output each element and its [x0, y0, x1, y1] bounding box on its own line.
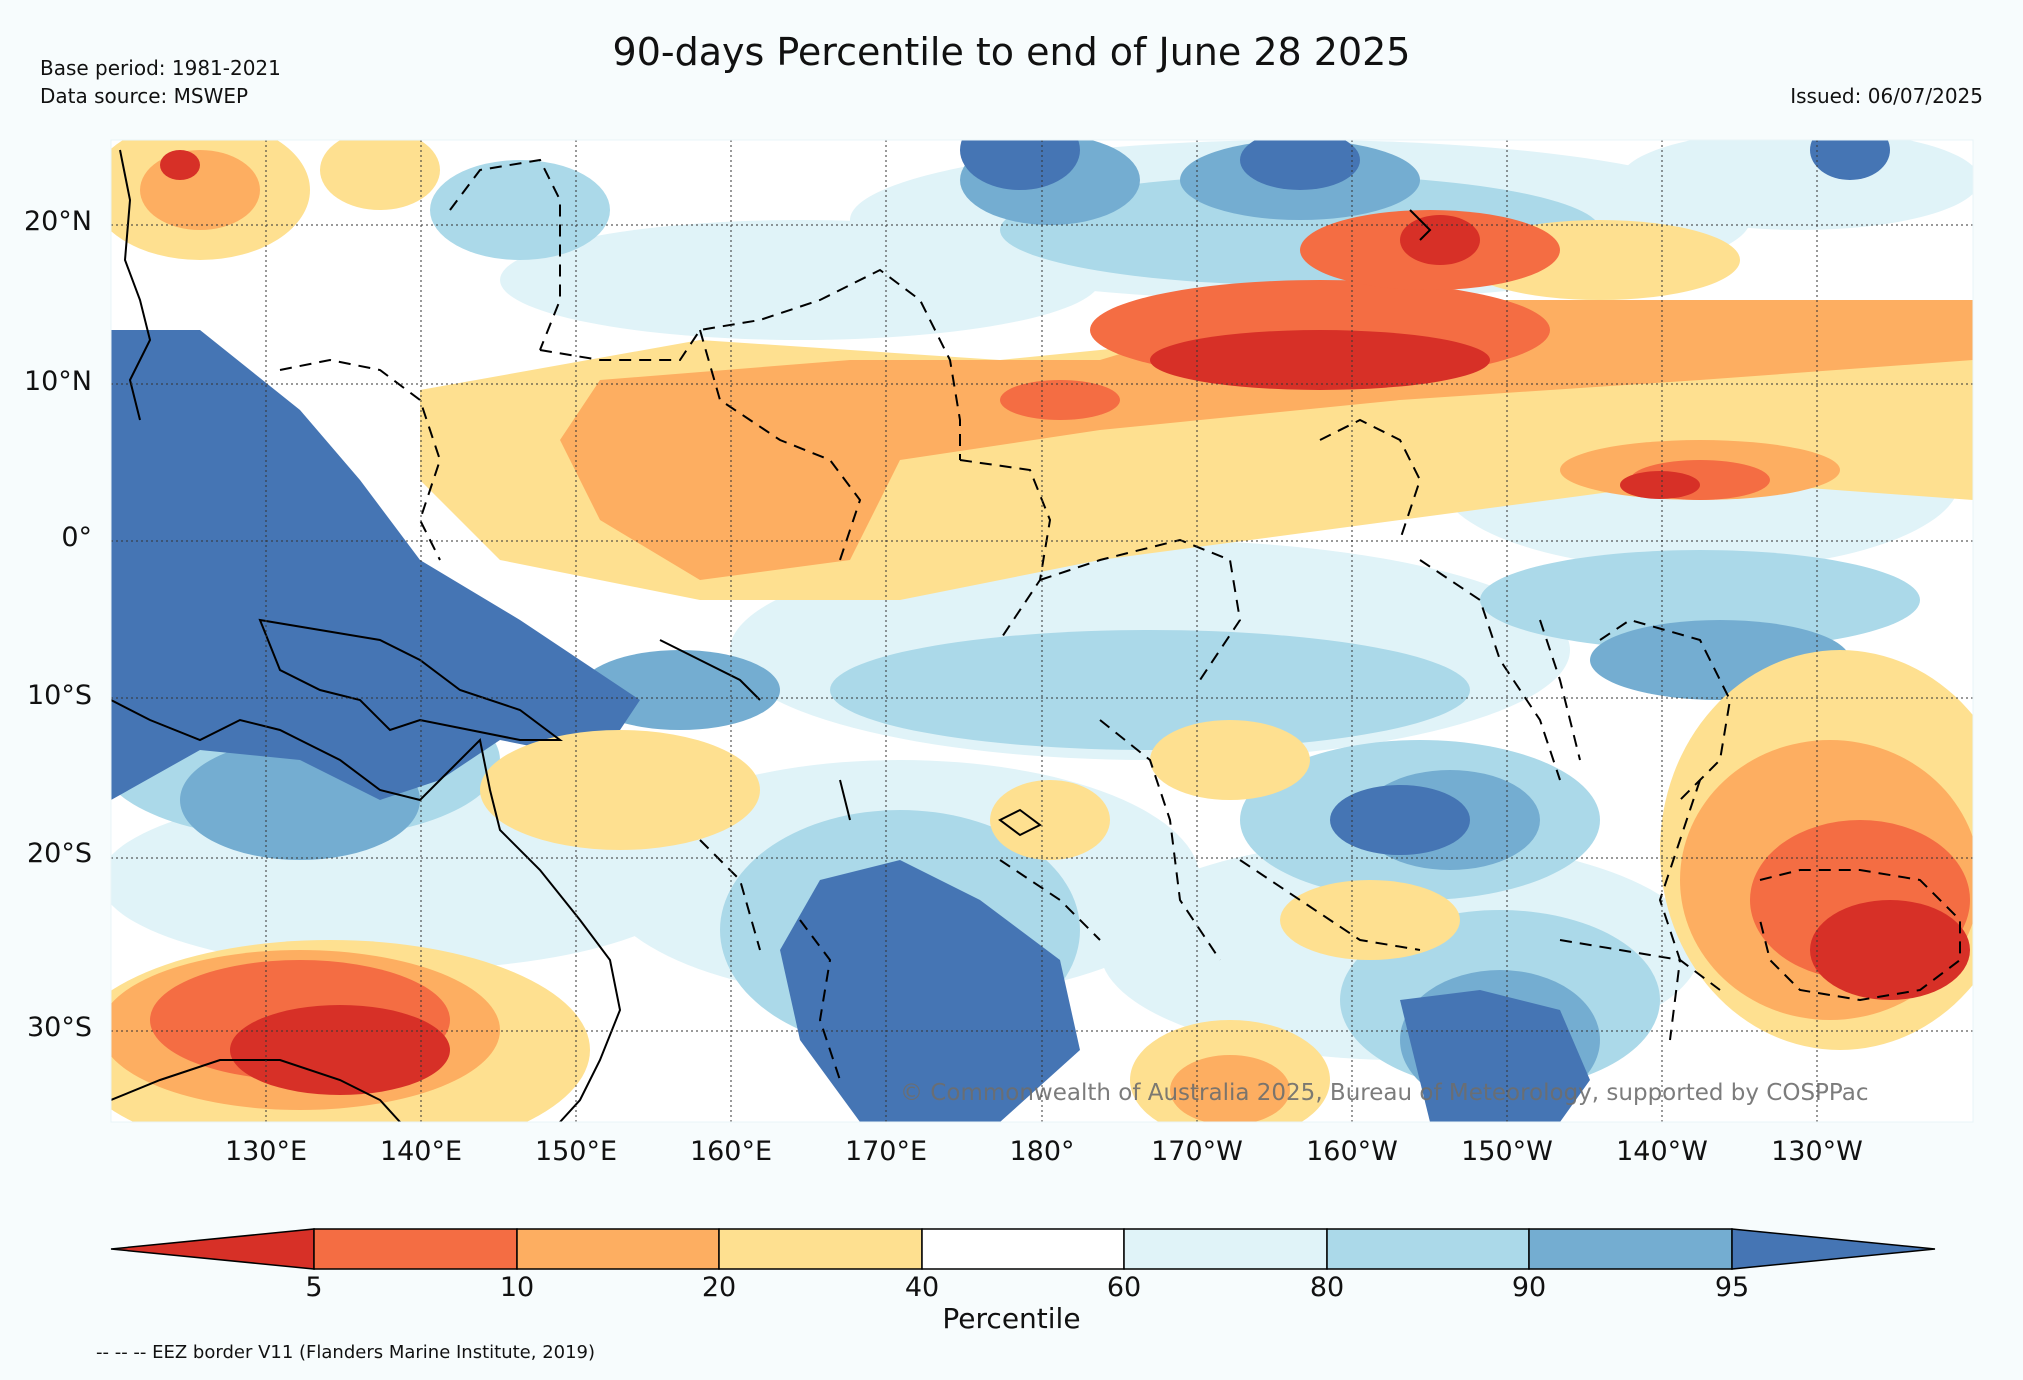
percentile-above-95-regions [111, 140, 1890, 1122]
copyright-notice: © Commonwealth of Australia 2025, Bureau… [900, 1080, 1869, 1106]
lat-label-10s: 10°S [27, 680, 92, 711]
lon-label-140w: 140°W [1616, 1136, 1708, 1167]
colorbar-segment-10-20 [516, 1228, 720, 1270]
colorbar-title: Percentile [942, 1302, 1081, 1335]
graticule [111, 140, 1973, 1122]
colorbar-tick-40: 40 [904, 1272, 940, 1303]
lon-label-160e: 160°E [689, 1136, 773, 1167]
page-title: 90-days Percentile to end of June 28 202… [612, 30, 1411, 74]
colorbar-tick-10: 10 [499, 1272, 535, 1303]
eez-borders [279, 158, 1961, 1081]
lat-label-30s: 30°S [27, 1012, 92, 1043]
lat-label-20n: 20°N [23, 206, 92, 237]
colorbar-tick-95: 95 [1714, 1272, 1750, 1303]
lat-label-10n: 10°N [23, 366, 92, 397]
coastlines [111, 149, 1432, 1122]
lon-label-160w: 160°W [1306, 1136, 1398, 1167]
colorbar-segment-40-60 [921, 1228, 1125, 1270]
colorbar-tick-20: 20 [701, 1272, 737, 1303]
colorbar-segment-20-40 [718, 1228, 923, 1270]
eez-footnote: -- -- -- EEZ border V11 (Flanders Marine… [96, 1342, 596, 1363]
colorbar-tick-80: 80 [1309, 1272, 1345, 1303]
lon-label-130e: 130°E [224, 1136, 308, 1167]
lon-label-150e: 150°E [534, 1136, 618, 1167]
lon-label-180: 180° [1009, 1136, 1075, 1167]
colorbar [110, 1228, 1936, 1270]
lon-label-170w: 170°W [1151, 1136, 1243, 1167]
colorbar-segment-5-10 [313, 1228, 518, 1270]
lon-label-140e: 140°E [379, 1136, 463, 1167]
base-period-label: Base period: 1981-2021 [40, 56, 281, 80]
colorbar-segment-60-80 [1123, 1228, 1328, 1270]
lon-label-130w: 130°W [1771, 1136, 1863, 1167]
colorbar-segment-90-95 [1528, 1228, 1733, 1270]
lat-label-0: 0° [61, 522, 92, 553]
lon-label-170e: 170°E [844, 1136, 928, 1167]
colorbar-tick-90: 90 [1511, 1272, 1547, 1303]
percentile-below-5-regions [160, 150, 1970, 1095]
colorbar-tick-60: 60 [1106, 1272, 1142, 1303]
map-area [111, 140, 1973, 1122]
colorbar-extend-high [1731, 1228, 1936, 1270]
lon-label-150w: 150°W [1461, 1136, 1553, 1167]
issued-date-label: Issued: 06/07/2025 [1790, 84, 1983, 108]
colorbar-extend-low [110, 1228, 315, 1270]
colorbar-tick-5: 5 [305, 1272, 323, 1303]
data-source-label: Data source: MSWEP [40, 84, 249, 108]
colorbar-segment-80-90 [1326, 1228, 1530, 1270]
lat-label-20s: 20°S [27, 838, 92, 869]
